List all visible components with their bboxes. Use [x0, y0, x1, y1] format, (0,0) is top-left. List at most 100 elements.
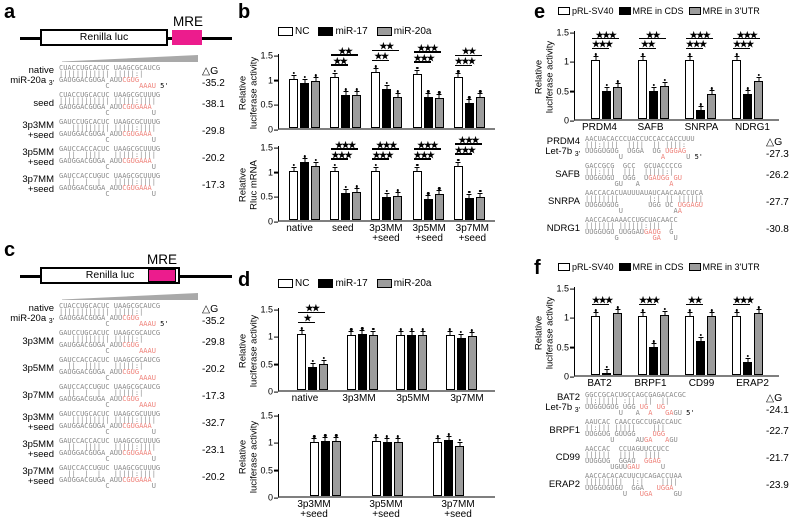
x-label: NDRG1 — [727, 123, 778, 133]
y-axis: 0 0.5 1 1.5 — [556, 284, 574, 381]
error-bar-cap — [311, 438, 317, 440]
error-bar-cap — [348, 331, 354, 333]
sequence-line-pair: ||||||| ||||||:||| | — [585, 223, 678, 230]
error-bar-cap — [687, 312, 692, 314]
y-tick-label: 1 — [267, 437, 273, 448]
legend-label: miR-17 — [335, 26, 368, 37]
significance-marks: ★★★ ★★★ — [686, 30, 713, 52]
data-point — [652, 340, 655, 343]
sequence-segment: |||||||||||| |||||:| — [59, 308, 144, 316]
data-point — [372, 327, 375, 331]
sequence-segment: UUGGUGU UUGGAU — [585, 228, 645, 236]
data-point — [641, 53, 644, 56]
delta-g-value: -22.7 — [766, 425, 789, 437]
row-label-line: Let-7b 3' — [545, 145, 580, 158]
delta-g-value: -27.7 — [766, 196, 789, 208]
row-label: native miR-20a 3' — [4, 65, 59, 89]
error-bar — [397, 438, 399, 444]
data-point — [757, 306, 760, 309]
data-point — [688, 309, 691, 312]
error-bar-cap — [354, 188, 360, 190]
delta-g-header: △G — [766, 392, 783, 404]
error-bar — [427, 195, 429, 201]
sequence-segment: CGUG — [122, 76, 140, 84]
sequence-line-bot: UUGGUGUG UGG UG UG — [585, 404, 695, 411]
sequence-line-sub: C U — [59, 456, 160, 463]
sequence-segment: AACCACAAAACCUGCUACAACC — [585, 216, 678, 224]
sequence-segment: CGUGAAA — [122, 157, 152, 165]
bar-series-0 — [371, 434, 381, 496]
error-bar — [345, 188, 347, 194]
error-bar-cap — [651, 86, 656, 88]
bar-group: ★★★ ★★★ — [330, 141, 362, 220]
significance-lower-line — [413, 61, 431, 63]
sequence-block: GAUCCUGCACUC UAAGCGCAUCG ||||||||| |||||… — [59, 330, 160, 355]
data-point — [385, 189, 389, 193]
error-bar-cap — [384, 438, 390, 440]
panel-a: a Renilla luc MRE native miR-20a 3' CUACCUGC… — [4, 2, 234, 200]
error-bar — [758, 76, 759, 82]
legend-label: miR-17 — [335, 278, 368, 289]
panel-e: e pRL-SV40 MRE in CDS MRE in 3'UTR Relative… — [534, 2, 798, 244]
x-label-line: 3p3MM — [369, 223, 403, 234]
bar-group: ★★★ — [591, 296, 622, 375]
sequence-line-bot: GAUGGACGUGA AUUCGUG — [59, 396, 160, 403]
significance-upper-line — [331, 54, 359, 56]
sequence-segment: || | | |||||:|||| — [59, 178, 156, 186]
error-bar — [595, 312, 596, 318]
bar-group: ★★★ — [297, 304, 329, 390]
data-point — [688, 53, 691, 56]
error-bar — [324, 437, 326, 443]
sequence-segment: GAUCCUGCACUC UAAGCGCUUUG — [59, 410, 161, 418]
error-bar-cap — [698, 336, 703, 338]
panel-d-letter: d — [238, 269, 251, 291]
legend-item: NC — [278, 278, 309, 289]
x-label-line: SNRPA — [684, 122, 719, 133]
sequence-segment: GAUGGACGUGA AUU — [59, 130, 123, 138]
significance-upper-line — [454, 143, 482, 145]
sequence-block: GAUCCACCUGUC UAAGCGCAUCG || | | |||||:| G… — [59, 384, 160, 409]
data-point — [322, 356, 326, 360]
significance-stars: ★★ — [687, 295, 703, 306]
sequence-segment: AACCACACACUUCUCAGACCUAA — [585, 472, 682, 480]
chart-row: Relative Rluc mRNA 0 0.5 1 1.5 ★★★ ★★★ ★★★ ★★★ ★★★… — [238, 136, 532, 226]
sequence-segment: GGAG — [644, 457, 661, 465]
sequence-segment: GAUCCUGCACUC UAAGCGCUUUG — [59, 118, 161, 126]
row-label: NDRG1 — [534, 217, 585, 241]
significance-lower-stars: ★★★ — [372, 149, 393, 160]
sequence-block: CUACCUGCACUC UAAGCGCAUCG |||||||||||| |||… — [59, 303, 169, 328]
delta-g-value: -35.2 — [202, 78, 225, 89]
delta-g-cell: -22.7 — [766, 419, 798, 443]
error-bar-cap — [354, 91, 360, 93]
y-axis-label-text: Relative luciferase activity — [237, 56, 260, 130]
bar-series-1 — [382, 189, 392, 220]
y-axis-label: Relative luciferase activity — [534, 289, 556, 377]
sequence-line-bot: UUGGUGUG UGG UC UGGAGU — [585, 202, 703, 209]
legend-item: MRE in 3'UTR — [688, 6, 760, 16]
delta-g-cell: -20.2 — [202, 357, 234, 381]
error-bar-cap — [299, 330, 305, 332]
significance-upper-line — [298, 311, 326, 314]
bar-series-0 — [412, 163, 422, 220]
x-label: 3p5MM +seed — [350, 500, 422, 520]
data-point — [324, 434, 327, 437]
bar-series-0 — [371, 163, 381, 220]
row-label-line: BRPF1 — [549, 425, 580, 436]
bar-group — [445, 328, 477, 390]
significance-lower-stars: ★★ — [374, 51, 389, 62]
bar-series-2 — [434, 91, 444, 128]
error-bar — [313, 438, 315, 444]
y-tick-mark — [274, 364, 278, 366]
sequence-segment: U — [665, 153, 691, 161]
spacer — [238, 292, 532, 308]
y-tick-mark — [274, 470, 278, 472]
sequence-segment — [652, 409, 665, 417]
sequence-line-pair: ||:||||| :|| || || — [585, 398, 695, 405]
data-point — [757, 73, 760, 77]
error-bar-cap — [615, 83, 620, 85]
sequence-block: GAUCCACCUGUC UAAGCGCUUUG || | | |||||:||… — [59, 465, 160, 490]
y-tick-mark — [570, 61, 574, 63]
sequence-line-bot: GAUGGACGUGA AUUCGUGAAA — [59, 104, 160, 111]
sequence-segment: GA — [652, 234, 661, 242]
bar-series-1 — [464, 96, 474, 128]
